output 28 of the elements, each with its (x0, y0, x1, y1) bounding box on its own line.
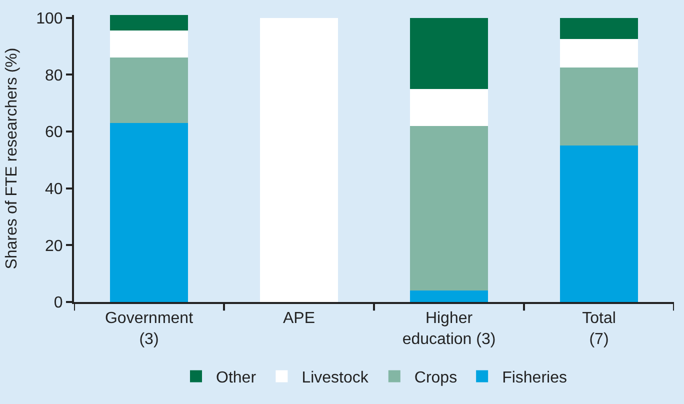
y-tick-label: 100 (36, 10, 63, 28)
bar (110, 122, 188, 302)
bar (410, 290, 488, 302)
y-tick-label: 40 (45, 180, 63, 198)
y-tick-label: 80 (45, 67, 63, 84)
bar (410, 18, 488, 89)
legend-label: Fisheries (502, 370, 567, 387)
bar (110, 15, 188, 31)
bar (410, 88, 488, 126)
y-tick-label: 60 (45, 124, 63, 142)
bar (560, 146, 638, 302)
bar (110, 30, 188, 58)
legend-label: Crops (414, 370, 458, 387)
y-tick-label: 0 (54, 294, 63, 312)
x-tick-label: APE (282, 310, 316, 328)
bar (560, 68, 638, 146)
x-tick-label: Higher education (3) (402, 310, 496, 348)
bar (260, 18, 338, 302)
bar (560, 18, 638, 40)
legend-label: Other (216, 370, 257, 387)
legend-label: Livestock (302, 370, 370, 387)
x-tick-label: Total (7) (582, 310, 616, 348)
bar (560, 39, 638, 68)
bar (410, 126, 488, 291)
x-tick-label: Government (3) (104, 310, 194, 348)
y-tick-label: 20 (45, 238, 63, 255)
bar (110, 58, 188, 123)
y-axis-title: Shares of FTE researchers (%) (3, 48, 20, 270)
